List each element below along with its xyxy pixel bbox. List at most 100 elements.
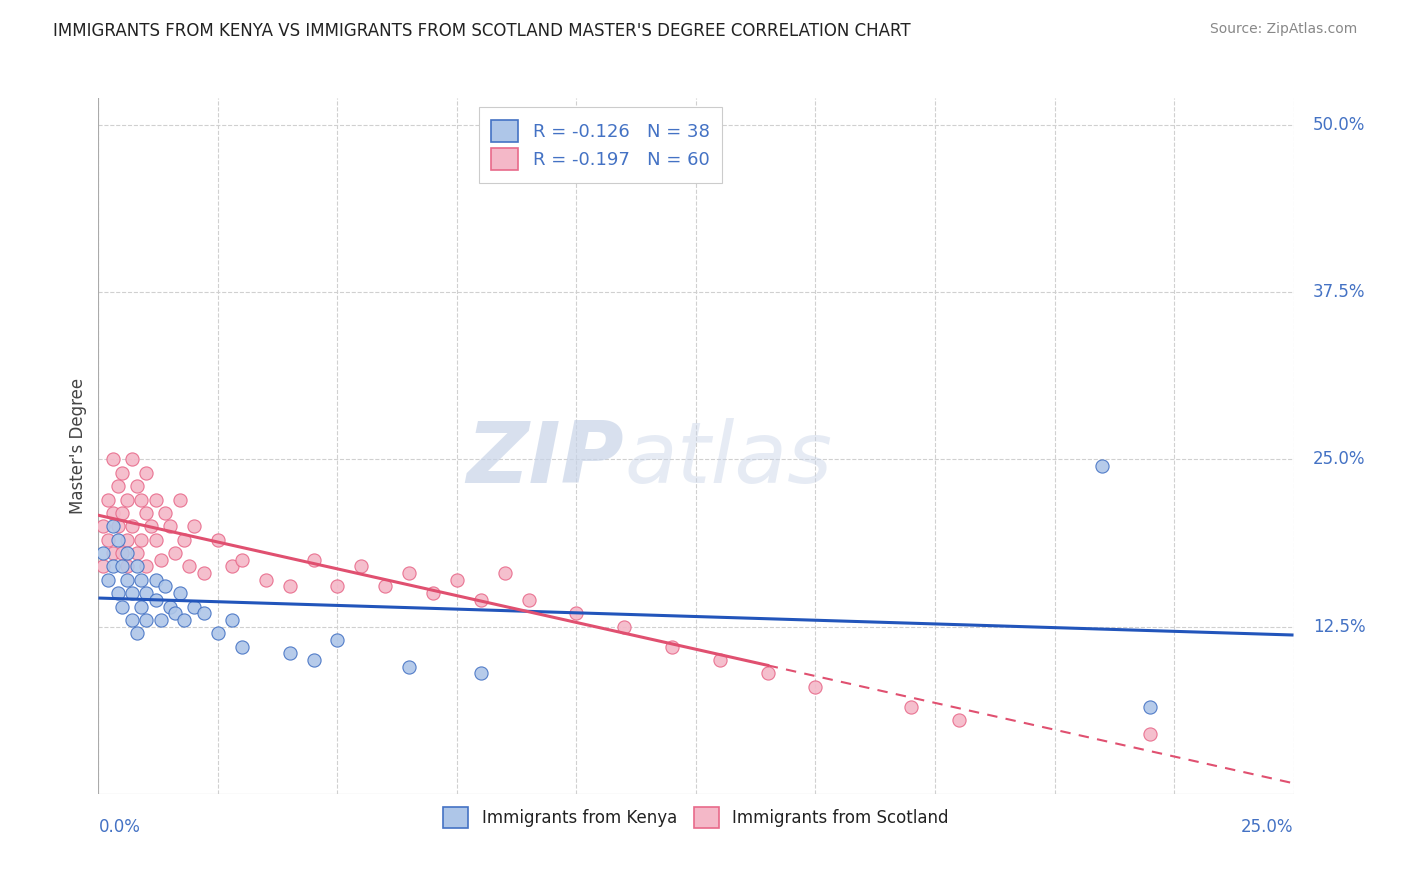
Point	[173, 613, 195, 627]
Point	[159, 599, 181, 614]
Point	[804, 680, 827, 694]
Text: 25.0%: 25.0%	[1313, 450, 1365, 468]
Text: atlas: atlas	[624, 418, 832, 501]
Point	[221, 613, 243, 627]
Point	[278, 646, 301, 660]
Point	[159, 519, 181, 533]
Point	[111, 599, 134, 614]
Point	[193, 607, 215, 621]
Point	[135, 613, 157, 627]
Point	[221, 559, 243, 574]
Point	[125, 626, 148, 640]
Point	[900, 699, 922, 714]
Point	[374, 580, 396, 594]
Point	[107, 586, 129, 600]
Point	[183, 599, 205, 614]
Point	[169, 492, 191, 507]
Point	[422, 586, 444, 600]
Point	[661, 640, 683, 654]
Text: 25.0%: 25.0%	[1241, 818, 1294, 836]
Point	[613, 620, 636, 634]
Point	[131, 573, 153, 587]
Point	[163, 546, 186, 560]
Point	[97, 492, 120, 507]
Point	[125, 546, 148, 560]
Point	[101, 519, 124, 533]
Point	[231, 640, 253, 654]
Point	[1139, 699, 1161, 714]
Point	[446, 573, 468, 587]
Point	[115, 546, 138, 560]
Point	[121, 613, 143, 627]
Point	[149, 553, 172, 567]
Text: Source: ZipAtlas.com: Source: ZipAtlas.com	[1209, 22, 1357, 37]
Point	[145, 573, 167, 587]
Point	[1139, 726, 1161, 740]
Point	[1091, 459, 1114, 474]
Point	[231, 553, 253, 567]
Point	[101, 506, 124, 520]
Point	[111, 466, 134, 480]
Point	[131, 533, 153, 547]
Point	[145, 593, 167, 607]
Text: 50.0%: 50.0%	[1313, 116, 1365, 134]
Point	[91, 519, 114, 533]
Point	[135, 559, 157, 574]
Point	[115, 492, 138, 507]
Point	[107, 479, 129, 493]
Point	[91, 546, 114, 560]
Point	[179, 559, 201, 574]
Point	[350, 559, 373, 574]
Point	[101, 546, 124, 560]
Point	[145, 492, 167, 507]
Point	[326, 633, 349, 648]
Point	[709, 653, 731, 667]
Point	[115, 573, 138, 587]
Point	[149, 613, 172, 627]
Point	[183, 519, 205, 533]
Point	[155, 580, 177, 594]
Point	[111, 559, 134, 574]
Point	[494, 566, 516, 581]
Point	[207, 533, 229, 547]
Point	[121, 586, 143, 600]
Y-axis label: Master's Degree: Master's Degree	[69, 378, 87, 514]
Point	[155, 506, 177, 520]
Point	[565, 607, 588, 621]
Point	[111, 506, 134, 520]
Point	[278, 580, 301, 594]
Point	[302, 653, 325, 667]
Point	[145, 533, 167, 547]
Point	[111, 546, 134, 560]
Point	[107, 533, 129, 547]
Point	[398, 566, 420, 581]
Text: 12.5%: 12.5%	[1313, 617, 1365, 636]
Point	[107, 519, 129, 533]
Text: ZIP: ZIP	[467, 418, 624, 501]
Point	[135, 506, 157, 520]
Point	[101, 559, 124, 574]
Text: 37.5%: 37.5%	[1313, 283, 1365, 301]
Point	[125, 559, 148, 574]
Text: IMMIGRANTS FROM KENYA VS IMMIGRANTS FROM SCOTLAND MASTER'S DEGREE CORRELATION CH: IMMIGRANTS FROM KENYA VS IMMIGRANTS FROM…	[53, 22, 911, 40]
Text: 0.0%: 0.0%	[98, 818, 141, 836]
Point	[135, 466, 157, 480]
Point	[97, 573, 120, 587]
Point	[756, 666, 779, 681]
Point	[91, 559, 114, 574]
Point	[121, 519, 143, 533]
Point	[131, 492, 153, 507]
Point	[163, 607, 186, 621]
Point	[517, 593, 540, 607]
Point	[101, 452, 124, 467]
Point	[193, 566, 215, 581]
Point	[470, 593, 492, 607]
Point	[948, 714, 970, 728]
Point	[470, 666, 492, 681]
Point	[207, 626, 229, 640]
Point	[169, 586, 191, 600]
Point	[326, 580, 349, 594]
Point	[115, 559, 138, 574]
Point	[131, 599, 153, 614]
Point	[398, 660, 420, 674]
